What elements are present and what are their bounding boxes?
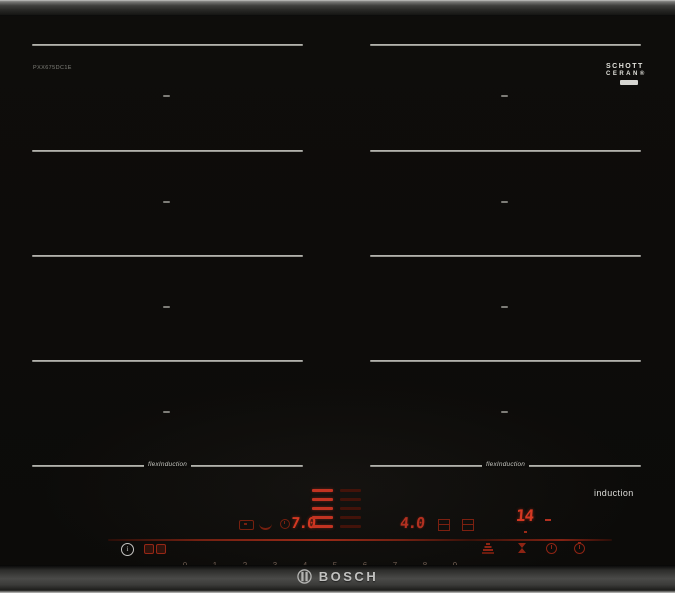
zone-line-right-1 [370,44,641,46]
zone-line-right-bottom: flexInduction [370,461,641,468]
power-boost-icon[interactable] [482,543,494,554]
glass-surface: PXX675DC1E SCHOTT CERAN® flexInduction f… [0,16,675,570]
zone-line-right-2 [370,150,641,152]
zone-line-left-2 [32,150,303,152]
timer-indicator-dot [524,531,527,533]
bosch-emblem-icon [297,569,312,584]
info-button[interactable]: i [121,543,134,556]
flex-induction-label-left: flexInduction [144,461,192,468]
power-bar-left-4[interactable] [312,498,333,501]
zone-line-right-3 [370,255,641,257]
bosch-wordmark: BOSCH [318,569,379,584]
hourglass-timer-icon[interactable] [518,543,526,553]
power-bar-right-3[interactable] [340,507,361,510]
right-zone-power-display: 4.0 [399,514,425,532]
power-bar-right-4[interactable] [340,498,361,501]
pan-marker [163,306,170,308]
power-bar-right-1[interactable] [340,525,361,528]
timer-minute-dash [545,519,551,521]
power-bar-left-3[interactable] [312,507,333,510]
frying-sensor-icon[interactable] [239,520,254,530]
pan-marker [501,306,508,308]
power-bar-left-5[interactable] [312,489,333,492]
induction-label: induction [594,488,634,498]
zone-transfer-icon[interactable] [462,519,474,531]
schott-sub-badge [620,80,638,86]
bosch-logo: BOSCH [0,569,675,584]
pan-marker [501,201,508,203]
power-bar-left-1[interactable] [312,525,333,528]
zone-select-icon[interactable] [144,544,166,554]
zone-line-left-3 [32,255,303,257]
pan-marker [163,411,170,413]
power-bar-right-2[interactable] [340,516,361,519]
top-bezel-trim [0,0,675,16]
zone-line-left-bottom: flexInduction [32,461,303,468]
zone-line-right-4 [370,360,641,362]
power-bar-left-2[interactable] [312,516,333,519]
flex-induction-label-right: flexInduction [482,461,530,468]
schott-ceran-logo: SCHOTT CERAN® [606,63,647,86]
schott-line1: SCHOTT [606,63,644,70]
clock-timer-icon[interactable] [546,543,557,554]
wipe-protection-icon[interactable] [259,522,272,530]
pan-marker [163,95,170,97]
pan-marker [501,95,508,97]
pan-marker [163,201,170,203]
zone-link-icon[interactable] [438,519,450,531]
power-bar-right-5[interactable] [340,489,361,492]
power-slider-track[interactable] [108,539,612,541]
bottom-bezel-trim [0,565,675,593]
pan-marker [501,411,508,413]
zone-line-left-1 [32,44,303,46]
zone-timer-icon[interactable] [280,519,290,529]
zone-line-left-4 [32,360,303,362]
stopwatch-icon[interactable] [574,542,585,554]
schott-line2: CERAN® [606,70,647,77]
model-number: PXX675DC1E [33,65,72,71]
timer-display: 14 [515,506,535,525]
